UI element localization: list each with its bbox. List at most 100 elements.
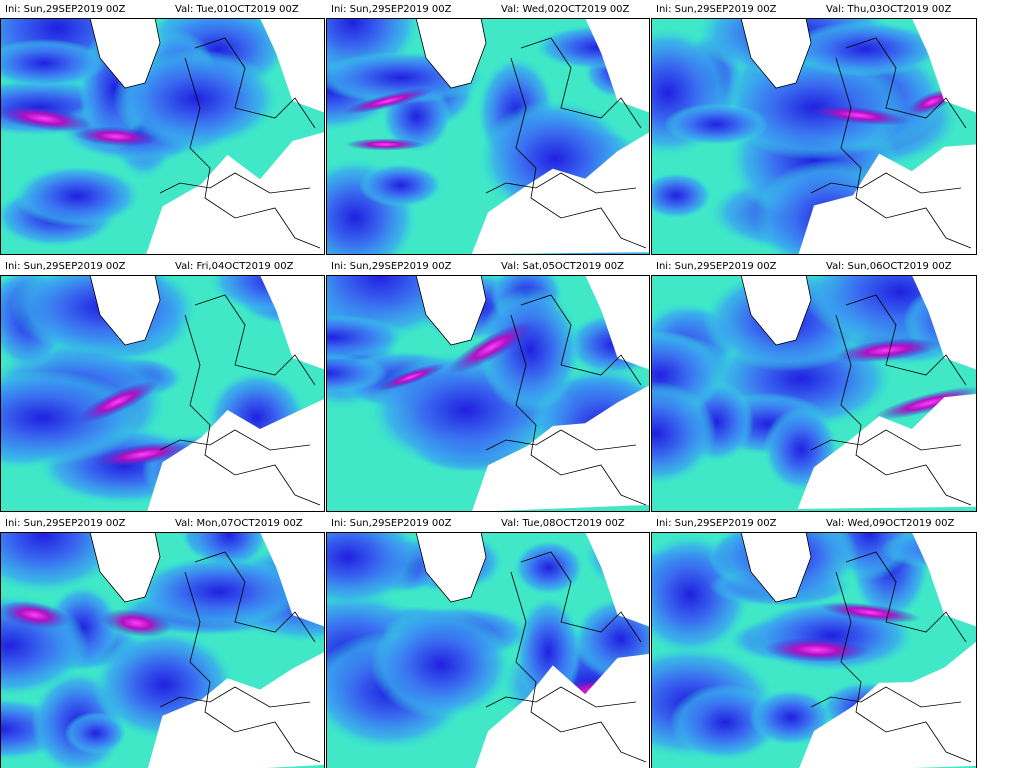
- dry-region: [798, 144, 977, 255]
- precip-area: [670, 684, 781, 761]
- valid-time: Val: Sun,06OCT2019 00Z: [826, 261, 952, 272]
- map-frame: [651, 532, 977, 768]
- intense-area: [100, 608, 173, 638]
- init-time: Ini: Sun,29SEP2019 00Z: [5, 4, 126, 15]
- intense-area: [874, 386, 977, 420]
- coastline: [159, 429, 311, 451]
- coastline: [415, 18, 487, 89]
- coastline: [740, 18, 812, 89]
- dry-region: [146, 398, 325, 512]
- coastline: [485, 172, 637, 194]
- map-frame: [651, 275, 977, 512]
- precip-area: [0, 370, 141, 466]
- coastline: [520, 294, 642, 386]
- coastline: [520, 37, 642, 129]
- init-time: Ini: Sun,29SEP2019 00Z: [656, 4, 777, 15]
- init-time: Ini: Sun,29SEP2019 00Z: [656, 261, 777, 272]
- coastline: [89, 532, 161, 603]
- valid-time: Val: Wed,09OCT2019 00Z: [826, 518, 955, 529]
- precip-area: [749, 689, 833, 746]
- dry-region: [585, 532, 650, 627]
- coastline: [810, 429, 962, 451]
- intense-area: [807, 105, 910, 126]
- init-time: Ini: Sun,29SEP2019 00Z: [5, 518, 126, 529]
- map-frame: [0, 275, 325, 512]
- coastline: [810, 172, 962, 194]
- dry-region: [146, 131, 325, 255]
- intense-area: [342, 88, 434, 115]
- init-time: Ini: Sun,29SEP2019 00Z: [331, 4, 452, 15]
- map-frame: [0, 532, 325, 768]
- coastline: [835, 314, 972, 506]
- dry-region: [475, 653, 650, 768]
- valid-time: Val: Sat,05OCT2019 00Z: [501, 261, 624, 272]
- dry-region: [147, 651, 325, 768]
- coastline: [740, 532, 812, 603]
- coastline: [845, 551, 967, 643]
- map-frame: [0, 18, 325, 255]
- dry-region: [585, 275, 650, 370]
- valid-time: Val: Mon,07OCT2019 00Z: [175, 518, 303, 529]
- coastline: [89, 18, 161, 89]
- precip-area: [14, 165, 141, 227]
- dry-region: [260, 18, 325, 113]
- precip-area: [651, 381, 717, 485]
- weather-map: [0, 18, 325, 255]
- dry-region: [585, 18, 650, 113]
- coastline: [845, 37, 967, 129]
- intense-area: [73, 126, 159, 147]
- init-time: Ini: Sun,29SEP2019 00Z: [331, 261, 452, 272]
- weather-map: [326, 275, 650, 512]
- coastline: [810, 686, 962, 708]
- dry-region: [260, 275, 325, 370]
- precip-area: [788, 21, 944, 77]
- coastline: [415, 275, 487, 346]
- map-frame: [326, 18, 650, 255]
- coastline: [194, 551, 316, 643]
- precip-area: [112, 49, 280, 149]
- coastline: [184, 571, 321, 763]
- coastline: [485, 686, 637, 708]
- intense-area: [834, 338, 940, 363]
- precip-area: [479, 286, 582, 413]
- coastline: [740, 275, 812, 346]
- coastline: [89, 275, 161, 346]
- intense-area: [77, 380, 159, 423]
- intense-area: [0, 601, 71, 629]
- valid-time: Val: Fri,04OCT2019 00Z: [175, 261, 294, 272]
- init-time: Ini: Sun,29SEP2019 00Z: [656, 518, 777, 529]
- dry-region: [797, 393, 977, 509]
- map-frame: [651, 18, 977, 255]
- coastline: [159, 686, 311, 708]
- weather-map: [651, 275, 977, 512]
- coastline: [184, 314, 321, 506]
- valid-time: Val: Wed,02OCT2019 00Z: [501, 4, 630, 15]
- init-time: Ini: Sun,29SEP2019 00Z: [331, 518, 452, 529]
- weather-map: [326, 18, 650, 255]
- init-time: Ini: Sun,29SEP2019 00Z: [5, 261, 126, 272]
- coastline: [415, 532, 487, 603]
- valid-time: Val: Tue,08OCT2019 00Z: [501, 518, 625, 529]
- intense-area: [0, 105, 93, 132]
- weather-map: [651, 532, 977, 768]
- dry-region: [471, 385, 650, 512]
- intense-area: [376, 363, 446, 391]
- intense-area: [820, 602, 921, 623]
- precip-area: [326, 314, 406, 361]
- precip-area: [651, 172, 712, 219]
- valid-time: Val: Thu,03OCT2019 00Z: [826, 4, 952, 15]
- weather-map: [0, 532, 325, 768]
- coastline: [835, 57, 972, 249]
- coastline: [835, 571, 972, 763]
- precip-area: [358, 163, 443, 207]
- precip-area: [326, 532, 423, 607]
- coastline: [510, 571, 647, 763]
- coastline: [845, 294, 967, 386]
- dry-region: [911, 18, 977, 113]
- coastline: [159, 172, 311, 194]
- coastline: [194, 294, 316, 386]
- map-frame: [326, 532, 650, 768]
- precip-area: [326, 352, 389, 394]
- coastline: [485, 429, 637, 451]
